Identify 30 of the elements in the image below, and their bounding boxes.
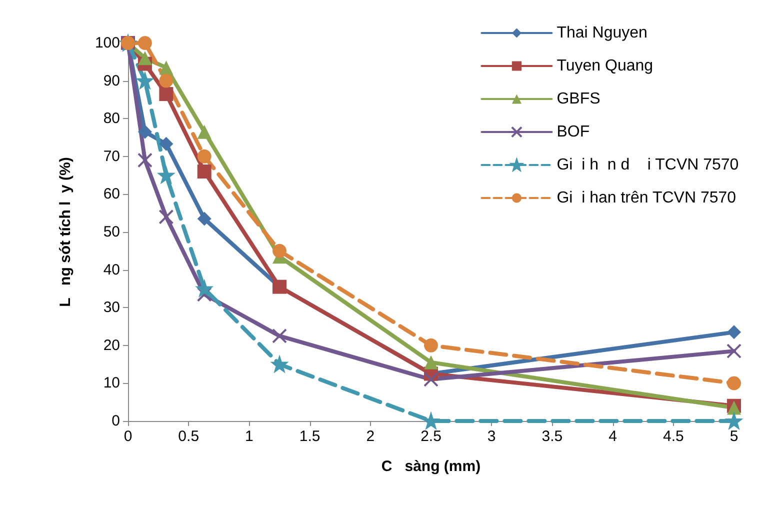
y-tick-label: 50: [103, 224, 120, 240]
y-tick-label: 70: [103, 148, 120, 165]
x-tick-label: 0.5: [178, 428, 200, 445]
y-tick-label: 60: [103, 186, 120, 203]
y-tick-label: 40: [103, 261, 120, 278]
legend-label: BOF: [556, 124, 590, 140]
y-tick-label: 20: [103, 336, 120, 354]
y-tick-label: 100: [94, 34, 120, 52]
legend-label: GBFS: [556, 90, 600, 108]
x-tick-label: 0: [124, 428, 132, 445]
y-tick-label: 90: [103, 72, 120, 90]
y-tick-label: 80: [103, 110, 120, 128]
x-tick-label: 4: [608, 428, 617, 445]
y-tick-label: 10: [103, 374, 120, 392]
legend-label: Gi i han trên TCVN 7570: [556, 190, 736, 206]
x-tick-label: 5: [730, 428, 738, 445]
x-tick-label: 1: [245, 428, 254, 445]
legend-label: Thai Nguyen: [556, 24, 648, 42]
x-tick-label: 2: [366, 428, 375, 445]
x-tick-label: 3.5: [542, 428, 563, 445]
legend-label: Tuyen Quang: [556, 58, 654, 74]
x-axis-title: C sàng (mm): [381, 458, 481, 475]
y-axis-title: L ng sót tích l y (%): [57, 157, 74, 307]
y-tick-label: 30: [103, 299, 120, 316]
x-tick-label: 2.5: [420, 428, 442, 445]
x-tick-label: 4.5: [662, 428, 684, 445]
x-tick-label: 1.5: [299, 428, 320, 445]
x-tick-label: 3: [487, 428, 496, 445]
legend-label: Gi i h n d i TCVN 7570: [556, 156, 739, 174]
y-tick-label: 0: [112, 412, 120, 430]
